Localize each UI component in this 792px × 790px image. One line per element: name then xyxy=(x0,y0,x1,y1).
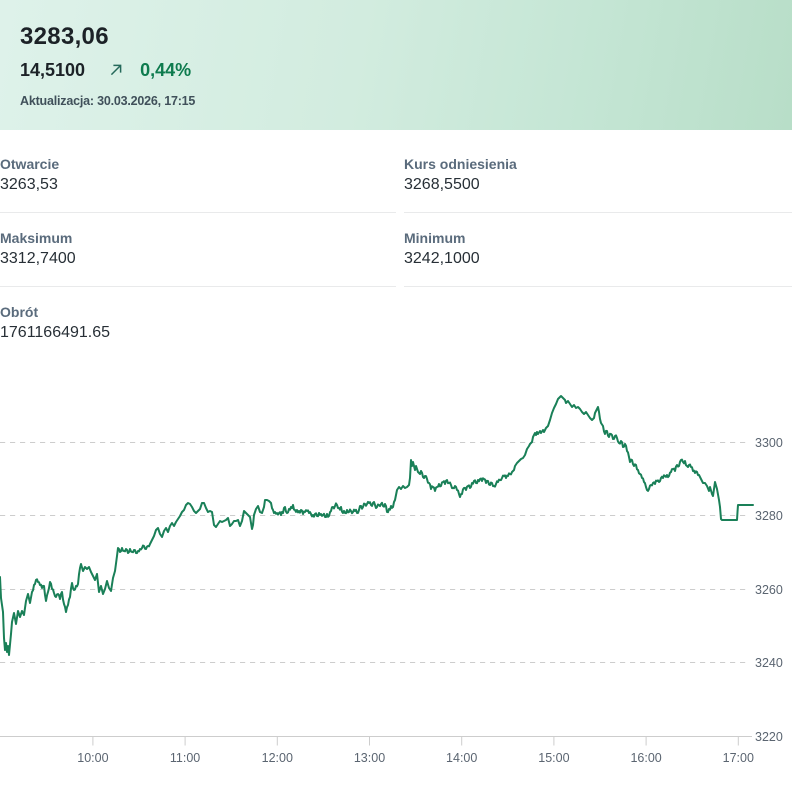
svg-text:17:00: 17:00 xyxy=(723,751,754,765)
svg-text:3220: 3220 xyxy=(755,730,783,744)
svg-text:13:00: 13:00 xyxy=(354,751,385,765)
svg-text:3280: 3280 xyxy=(755,509,783,523)
svg-text:3300: 3300 xyxy=(755,436,783,450)
svg-text:11:00: 11:00 xyxy=(170,751,200,765)
svg-text:3240: 3240 xyxy=(755,656,783,670)
svg-text:15:00: 15:00 xyxy=(538,751,569,765)
svg-text:16:00: 16:00 xyxy=(630,751,661,765)
svg-text:3260: 3260 xyxy=(755,583,783,597)
svg-text:14:00: 14:00 xyxy=(446,751,477,765)
svg-text:12:00: 12:00 xyxy=(262,751,293,765)
svg-text:10:00: 10:00 xyxy=(77,751,108,765)
